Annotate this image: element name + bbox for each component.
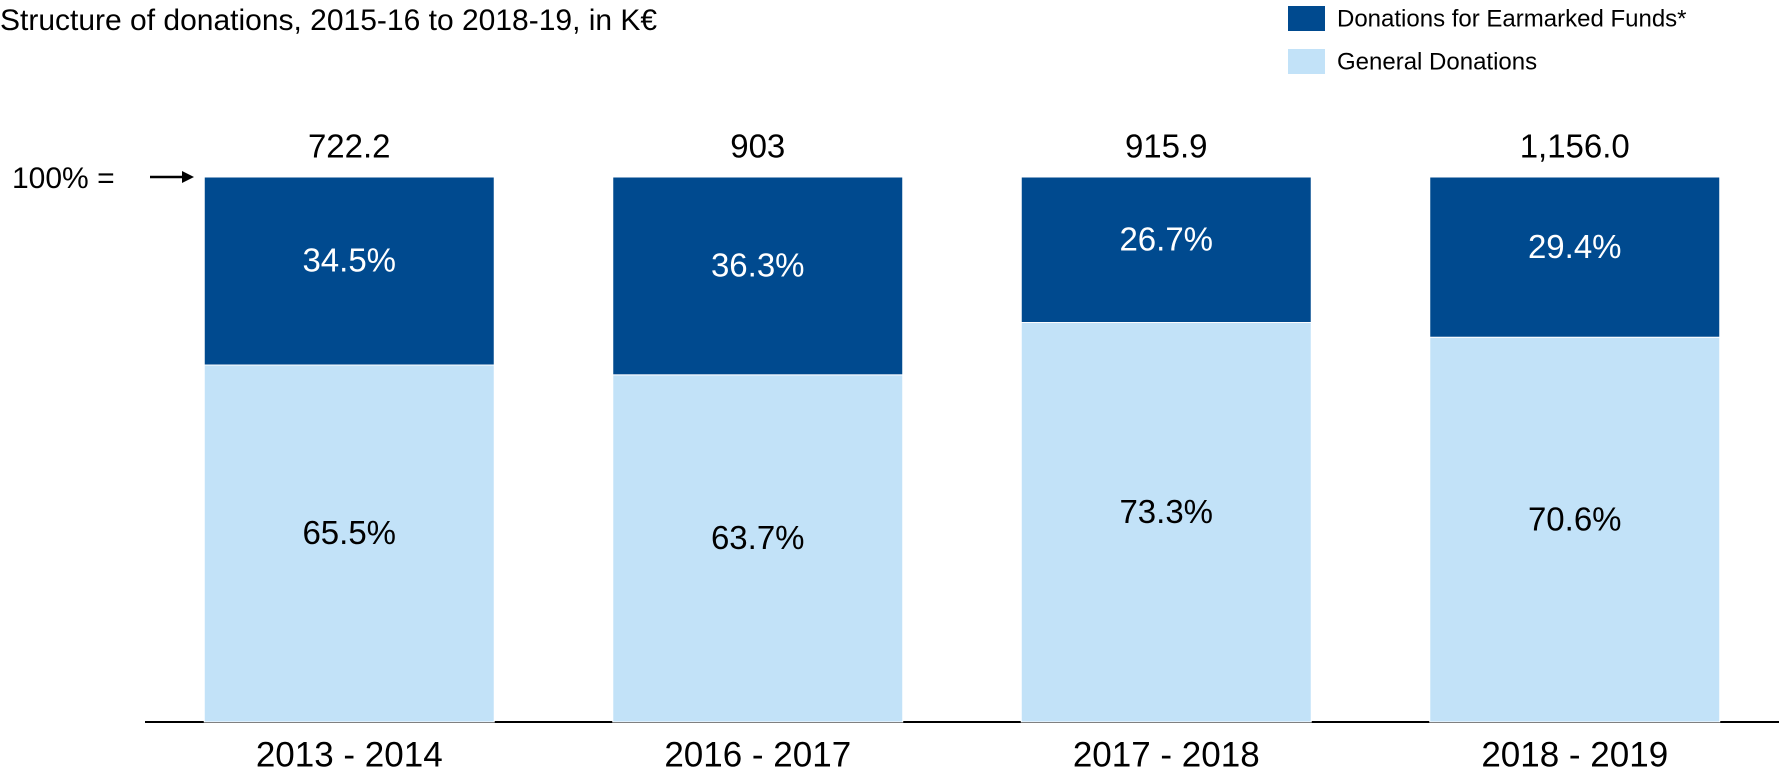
value-label: 36.3% — [711, 247, 805, 284]
legend-swatch — [1288, 49, 1325, 74]
bar-segment — [1429, 336, 1721, 723]
total-label: 1,156.0 — [1520, 128, 1630, 165]
arrow-head — [182, 171, 194, 183]
value-label: 34.5% — [302, 242, 396, 279]
x-tick-label: 2016 - 2017 — [664, 735, 851, 771]
chart-title: Structure of donations, 2015-16 to 2018-… — [0, 4, 657, 37]
value-label: 26.7% — [1119, 220, 1213, 257]
value-label: 70.6% — [1528, 500, 1622, 537]
bar-segment — [1020, 322, 1312, 723]
legend-swatch — [1288, 6, 1325, 31]
bar-segment — [203, 364, 495, 723]
total-label: 915.9 — [1125, 128, 1208, 165]
legend-label: General Donations — [1337, 48, 1537, 75]
annotation: 100% = — [12, 162, 115, 195]
x-tick-label: 2018 - 2019 — [1481, 735, 1668, 771]
x-tick-label: 2013 - 2014 — [256, 735, 443, 771]
x-tick-label: 2017 - 2018 — [1073, 735, 1260, 771]
value-label: 73.3% — [1119, 493, 1213, 530]
total-label: 722.2 — [308, 128, 391, 165]
bar-segment — [612, 374, 904, 723]
bar-segment — [1429, 176, 1721, 338]
bar-segment — [1020, 176, 1312, 324]
legend-label: Donations for Earmarked Funds* — [1337, 5, 1687, 32]
total-label: 903 — [730, 128, 785, 165]
bar-segment — [203, 176, 495, 366]
value-label: 65.5% — [302, 514, 396, 551]
value-label: 29.4% — [1528, 228, 1622, 265]
bar-segment — [612, 176, 904, 376]
value-label: 63.7% — [711, 519, 805, 556]
